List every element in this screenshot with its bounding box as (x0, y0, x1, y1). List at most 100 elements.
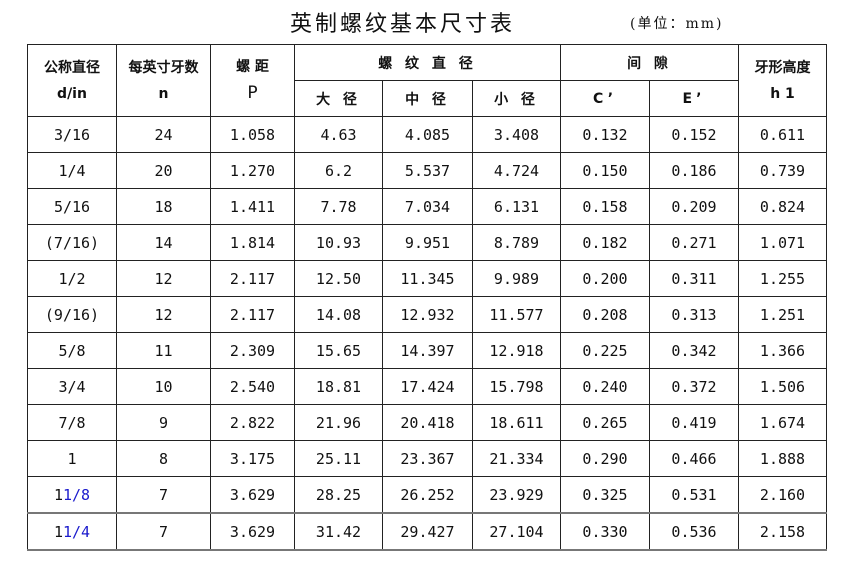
cell-minor: 18.611 (472, 404, 561, 441)
header-minor: 小 径 (472, 80, 561, 117)
cell-major: 10.93 (294, 224, 383, 261)
cell-major: 14.08 (294, 296, 383, 333)
header-tpi: 每英寸牙数 n (116, 44, 211, 117)
table-row: 3/4 10 2.540 18.81 17.424 15.798 0.240 0.372 1.5… (27, 368, 827, 405)
cell-minor: 4.724 (472, 152, 561, 189)
cell-pitch-dia: 23.367 (382, 440, 473, 477)
cell-c: 0.132 (560, 116, 650, 153)
cell-pitch: 2.117 (210, 296, 295, 333)
cell-pitch: 2.822 (210, 404, 295, 441)
cell-minor: 23.929 (472, 476, 561, 514)
table-row: 1/2 12 2.117 12.50 11.345 9.989 0.200 0.311 1.25… (27, 260, 827, 297)
cell-pitch: 3.629 (210, 512, 295, 551)
page-title: 英制螺纹基本尺寸表 (290, 12, 516, 37)
cell-pitch-dia: 20.418 (382, 404, 473, 441)
cell-e: 0.531 (649, 476, 739, 514)
cell-nominal: 11/8 (27, 476, 117, 514)
cell-major: 4.63 (294, 116, 383, 153)
cell-pitch-dia: 26.252 (382, 476, 473, 514)
cell-height: 1.366 (738, 332, 827, 369)
cell-pitch: 3.175 (210, 440, 295, 477)
cell-tpi: 9 (116, 404, 211, 441)
table-row: 5/16 18 1.411 7.78 7.034 6.131 0.158 0.209 0.824 (27, 188, 827, 225)
cell-pitch-dia: 12.932 (382, 296, 473, 333)
cell-pitch-dia: 4.085 (382, 116, 473, 153)
cell-pitch: 3.629 (210, 476, 295, 514)
cell-c: 0.158 (560, 188, 650, 225)
cell-e: 0.342 (649, 332, 739, 369)
cell-height: 1.255 (738, 260, 827, 297)
cell-e: 0.372 (649, 368, 739, 405)
cell-height: 0.824 (738, 188, 827, 225)
cell-pitch-dia: 14.397 (382, 332, 473, 369)
table-row: (9/16) 12 2.117 14.08 12.932 11.577 0.208 0.313… (27, 296, 827, 333)
cell-nominal: (7/16) (27, 224, 117, 261)
cell-tpi: 20 (116, 152, 211, 189)
cell-e: 0.271 (649, 224, 739, 261)
unit-label: (单位：mm) (630, 16, 724, 32)
cell-c: 0.200 (560, 260, 650, 297)
header-clearance: 间 隙 (560, 44, 739, 81)
cell-minor: 27.104 (472, 512, 561, 551)
table-row: 7/8 9 2.822 21.96 20.418 18.611 0.265 0.419 1.67… (27, 404, 827, 441)
header-thread-diameter: 螺 纹 直 径 (294, 44, 561, 81)
cell-major: 31.42 (294, 512, 383, 551)
cell-minor: 11.577 (472, 296, 561, 333)
cell-minor: 21.334 (472, 440, 561, 477)
cell-tpi: 12 (116, 260, 211, 297)
cell-c: 0.182 (560, 224, 650, 261)
cell-e: 0.536 (649, 512, 739, 551)
cell-pitch: 2.309 (210, 332, 295, 369)
cell-height: 1.888 (738, 440, 827, 477)
header-pitch-dia: 中 径 (382, 80, 473, 117)
cell-tpi: 18 (116, 188, 211, 225)
cell-e: 0.311 (649, 260, 739, 297)
cell-c: 0.240 (560, 368, 650, 405)
cell-minor: 8.789 (472, 224, 561, 261)
header-thread-height: 牙形高度 h 1 (738, 44, 827, 117)
cell-nominal: 11/4 (27, 512, 117, 551)
cell-e: 0.186 (649, 152, 739, 189)
cell-major: 25.11 (294, 440, 383, 477)
cell-pitch: 1.270 (210, 152, 295, 189)
header-major: 大 径 (294, 80, 383, 117)
cell-pitch-dia: 9.951 (382, 224, 473, 261)
cell-nominal: 5/16 (27, 188, 117, 225)
cell-pitch: 1.411 (210, 188, 295, 225)
cell-height: 1.506 (738, 368, 827, 405)
cell-e: 0.466 (649, 440, 739, 477)
cell-height: 1.071 (738, 224, 827, 261)
cell-c: 0.225 (560, 332, 650, 369)
cell-minor: 12.918 (472, 332, 561, 369)
cell-major: 28.25 (294, 476, 383, 514)
cell-pitch: 1.814 (210, 224, 295, 261)
cell-c: 0.330 (560, 512, 650, 551)
cell-major: 12.50 (294, 260, 383, 297)
cell-c: 0.208 (560, 296, 650, 333)
cell-nominal: 7/8 (27, 404, 117, 441)
cell-tpi: 12 (116, 296, 211, 333)
cell-c: 0.325 (560, 476, 650, 514)
cell-nominal: (9/16) (27, 296, 117, 333)
cell-pitch-dia: 11.345 (382, 260, 473, 297)
cell-nominal: 1/4 (27, 152, 117, 189)
cell-e: 0.419 (649, 404, 739, 441)
header-e: E’ (649, 80, 739, 117)
table-row: 1/4 20 1.270 6.2 5.537 4.724 0.150 0.186 0.739 (27, 152, 827, 189)
cell-tpi: 24 (116, 116, 211, 153)
header-c: C’ (560, 80, 650, 117)
table-row: 1 8 3.175 25.11 23.367 21.334 0.290 0.466 1.888 (27, 440, 827, 477)
cell-height: 2.160 (738, 476, 827, 514)
cell-height: 1.674 (738, 404, 827, 441)
table-row: 11/4 7 3.629 31.42 29.427 27.104 0.330 0.536 2.1… (27, 512, 827, 551)
cell-tpi: 11 (116, 332, 211, 369)
cell-pitch-dia: 29.427 (382, 512, 473, 551)
cell-nominal: 3/4 (27, 368, 117, 405)
cell-major: 7.78 (294, 188, 383, 225)
table-row: 11/8 7 3.629 28.25 26.252 23.929 0.325 0.531 2.1… (27, 476, 827, 514)
cell-nominal: 1 (27, 440, 117, 477)
cell-pitch-dia: 7.034 (382, 188, 473, 225)
header-nominal-diameter: 公称直径 d/in (27, 44, 117, 117)
